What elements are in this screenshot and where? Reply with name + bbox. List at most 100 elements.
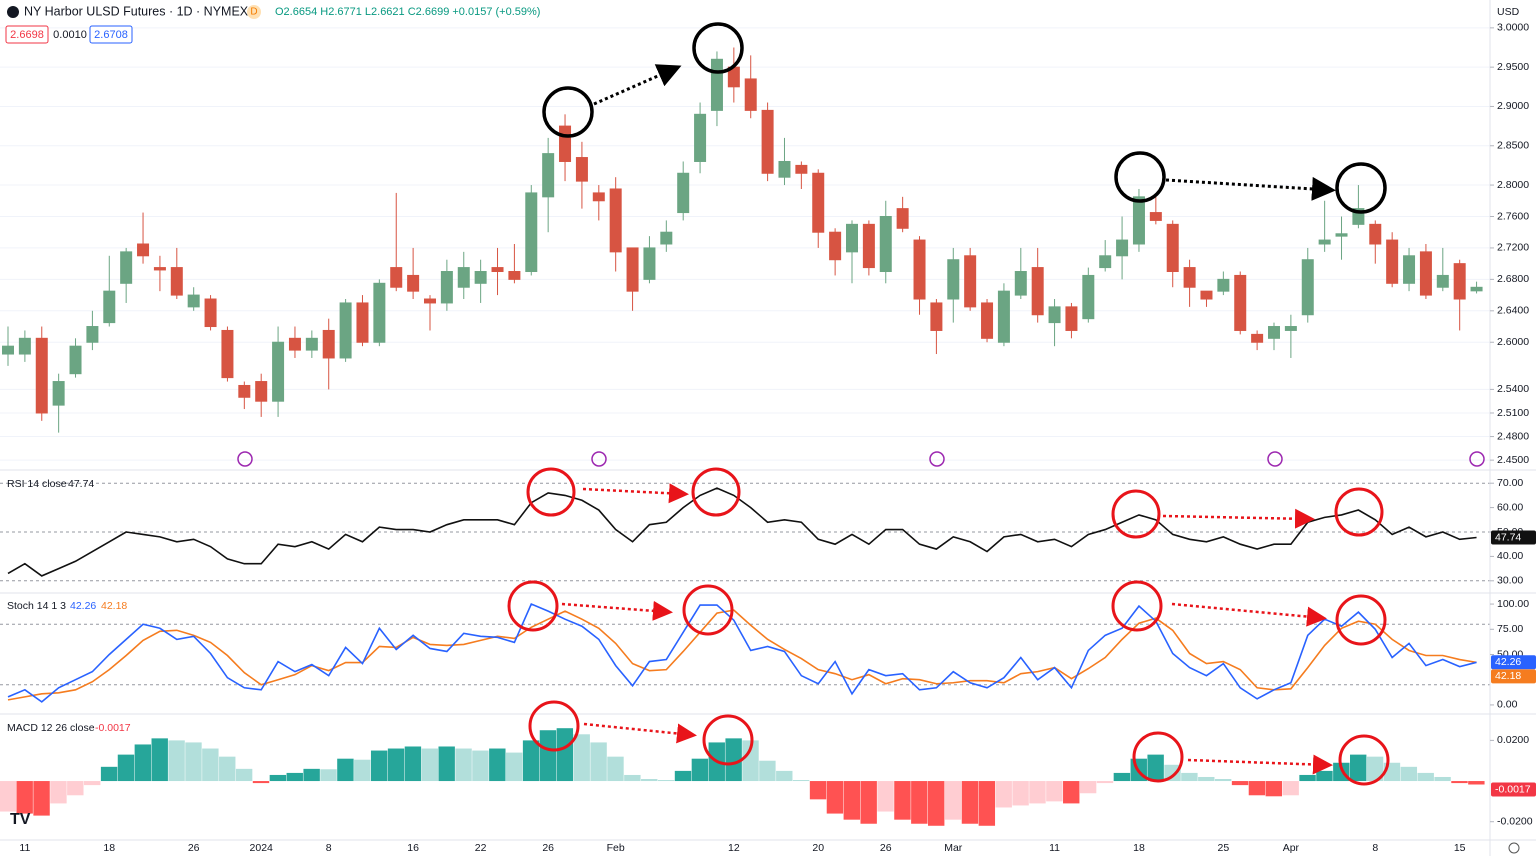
symbol-icon bbox=[7, 6, 19, 18]
macd-bar bbox=[1248, 781, 1266, 796]
x-tick-label: 20 bbox=[812, 842, 824, 854]
macd-bar bbox=[438, 746, 455, 782]
y-tick-label: 2.6000 bbox=[1497, 336, 1529, 348]
stoch-k-value: 42.26 bbox=[70, 600, 96, 612]
candle-body bbox=[1284, 326, 1297, 331]
candle-body bbox=[35, 337, 48, 414]
macd-bar bbox=[860, 781, 877, 824]
badge-bg bbox=[247, 5, 261, 19]
macd-title: MACD 12 26 close bbox=[7, 722, 95, 734]
macd-bar bbox=[1350, 754, 1367, 782]
value-tag: 42.26 bbox=[1495, 656, 1521, 668]
candle-body bbox=[862, 223, 875, 269]
candle-body bbox=[930, 302, 943, 331]
macd-bar bbox=[1468, 781, 1485, 785]
macd-bar bbox=[0, 781, 16, 812]
macd-bar bbox=[657, 780, 675, 782]
candle-body bbox=[1301, 259, 1314, 316]
candle-body bbox=[626, 247, 639, 292]
macd-bar bbox=[1079, 781, 1097, 794]
macd-bar bbox=[16, 781, 33, 814]
macd-bar bbox=[928, 781, 945, 826]
macd-bar bbox=[624, 774, 641, 782]
candle-body bbox=[288, 337, 301, 351]
x-tick-label: 11 bbox=[1049, 842, 1060, 854]
candle-body bbox=[643, 247, 656, 280]
candle-body bbox=[305, 337, 318, 351]
macd-bar bbox=[556, 728, 574, 782]
x-tick-label: 25 bbox=[1218, 842, 1230, 854]
bid-box[interactable] bbox=[5, 25, 49, 44]
macd-bar bbox=[1265, 781, 1282, 797]
candle-body bbox=[1014, 271, 1027, 296]
candle-body bbox=[120, 251, 133, 284]
indicator-line bbox=[7, 609, 1477, 701]
macd-bar bbox=[1029, 781, 1046, 804]
macd-bar bbox=[607, 756, 624, 782]
macd-bar bbox=[134, 744, 152, 782]
indicator-line bbox=[7, 487, 1477, 577]
candle-body bbox=[812, 172, 825, 233]
macd-bar bbox=[455, 748, 472, 782]
value-tag: 42.18 bbox=[1495, 670, 1521, 682]
y-tick-label: 30.00 bbox=[1497, 575, 1523, 587]
macd-bar bbox=[843, 781, 860, 820]
candle-body bbox=[575, 157, 588, 182]
macd-bar bbox=[978, 781, 996, 826]
macd-bar bbox=[1451, 781, 1468, 784]
candle-body bbox=[879, 215, 892, 273]
candle-body bbox=[272, 341, 285, 402]
candle-body bbox=[846, 223, 858, 253]
y-tick-label: 70.00 bbox=[1497, 477, 1523, 489]
x-tick-label: Apr bbox=[1283, 842, 1300, 854]
candle-body bbox=[356, 302, 369, 343]
x-tick-label: 26 bbox=[880, 842, 892, 854]
macd-bar bbox=[252, 781, 270, 784]
ask-box[interactable] bbox=[89, 25, 133, 44]
candle-body bbox=[913, 239, 926, 300]
y-tick-label: 40.00 bbox=[1497, 550, 1523, 562]
macd-bar bbox=[404, 746, 422, 782]
macd-bar bbox=[235, 768, 253, 782]
candle-body bbox=[1234, 274, 1247, 331]
y-tick-label: 0.0200 bbox=[1497, 734, 1529, 746]
candle-body bbox=[694, 113, 707, 162]
macd-bar bbox=[742, 740, 759, 782]
candle-body bbox=[221, 329, 234, 379]
macd-bar bbox=[1417, 772, 1434, 782]
candle-body bbox=[1386, 239, 1399, 284]
macd-bar bbox=[674, 770, 692, 782]
candle-body bbox=[424, 298, 436, 304]
macd-bar bbox=[1063, 781, 1080, 804]
stoch-title: Stoch 14 1 3 bbox=[7, 600, 66, 612]
x-tick-label: 8 bbox=[1372, 842, 1378, 854]
macd-bar bbox=[303, 768, 320, 782]
macd-bar bbox=[354, 759, 371, 782]
candle-body bbox=[1082, 274, 1095, 320]
macd-bar bbox=[421, 748, 438, 782]
y-tick-label: 2.9000 bbox=[1497, 100, 1529, 112]
bid: 2.6698 bbox=[10, 29, 44, 41]
value-tag-bg bbox=[1491, 782, 1536, 797]
candle-body bbox=[1200, 290, 1213, 300]
candle-body bbox=[1149, 212, 1162, 221]
candle-body bbox=[660, 231, 673, 245]
candle-body bbox=[137, 243, 150, 257]
y-tick-label: 60.00 bbox=[1497, 501, 1523, 513]
candle-body bbox=[86, 326, 99, 343]
macd-bar bbox=[269, 774, 287, 782]
macd-bar bbox=[100, 766, 118, 782]
macd-bar bbox=[573, 734, 590, 782]
currency[interactable]: USD bbox=[1497, 6, 1520, 18]
candle-body bbox=[1217, 278, 1230, 292]
macd-bar bbox=[1113, 772, 1131, 782]
logo[interactable]: TV bbox=[10, 811, 31, 828]
settings-icon[interactable] bbox=[1508, 842, 1520, 854]
value-tag-bg bbox=[1491, 669, 1536, 684]
candle-body bbox=[1251, 333, 1264, 343]
event-icons[interactable] bbox=[237, 451, 1485, 467]
x-tick-label: 2024 bbox=[250, 842, 274, 854]
macd-bar bbox=[1096, 781, 1114, 784]
